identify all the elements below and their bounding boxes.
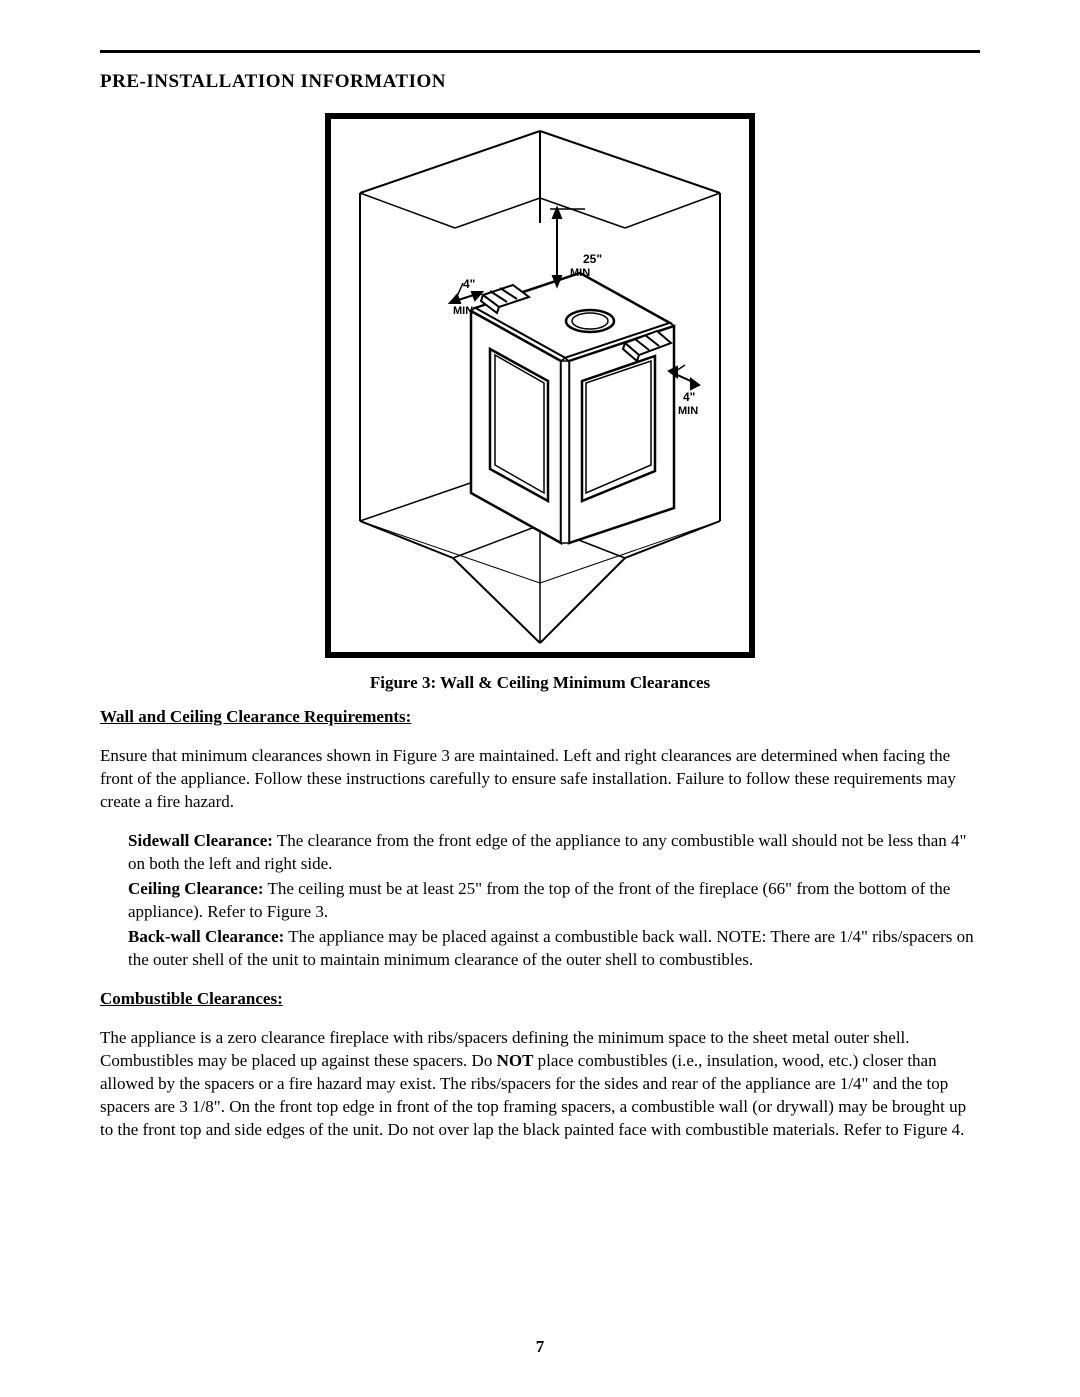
backwall-clearance: Back-wall Clearance: The appliance may b… xyxy=(128,926,980,972)
label-left-min: MIN xyxy=(453,305,473,317)
clearance-list: Sidewall Clearance: The clearance from t… xyxy=(128,830,980,972)
page-number: 7 xyxy=(0,1337,1080,1357)
ceiling-clearance: Ceiling Clearance: The ceiling must be a… xyxy=(128,878,980,924)
figure-caption: Figure 3: Wall & Ceiling Minimum Clearan… xyxy=(100,673,980,693)
label-right-min: MIN xyxy=(678,405,698,417)
backwall-label: Back-wall Clearance: xyxy=(128,927,284,946)
label-left-dim: 4" xyxy=(463,277,475,291)
figure-3: 25" MIN 4" MIN 4" MIN xyxy=(100,113,980,663)
label-right-dim: 4" xyxy=(683,390,695,404)
para-combustible: The appliance is a zero clearance firepl… xyxy=(100,1027,980,1142)
label-ceiling-dim: 25" xyxy=(583,252,602,266)
subhead-wall-ceiling: Wall and Ceiling Clearance Requirements: xyxy=(100,707,980,727)
sidewall-label: Sidewall Clearance: xyxy=(128,831,273,850)
sidewall-clearance: Sidewall Clearance: The clearance from t… xyxy=(128,830,980,876)
ceiling-label: Ceiling Clearance: xyxy=(128,879,264,898)
para2-not: NOT xyxy=(497,1051,534,1070)
clearance-diagram: 25" MIN 4" MIN 4" MIN xyxy=(325,113,755,658)
top-rule xyxy=(100,50,980,53)
subhead-combustible: Combustible Clearances: xyxy=(100,989,980,1009)
page: PRE-INSTALLATION INFORMATION xyxy=(0,0,1080,1397)
para-intro: Ensure that minimum clearances shown in … xyxy=(100,745,980,814)
section-title: PRE-INSTALLATION INFORMATION xyxy=(100,71,980,93)
label-ceiling-min: MIN xyxy=(570,267,590,279)
